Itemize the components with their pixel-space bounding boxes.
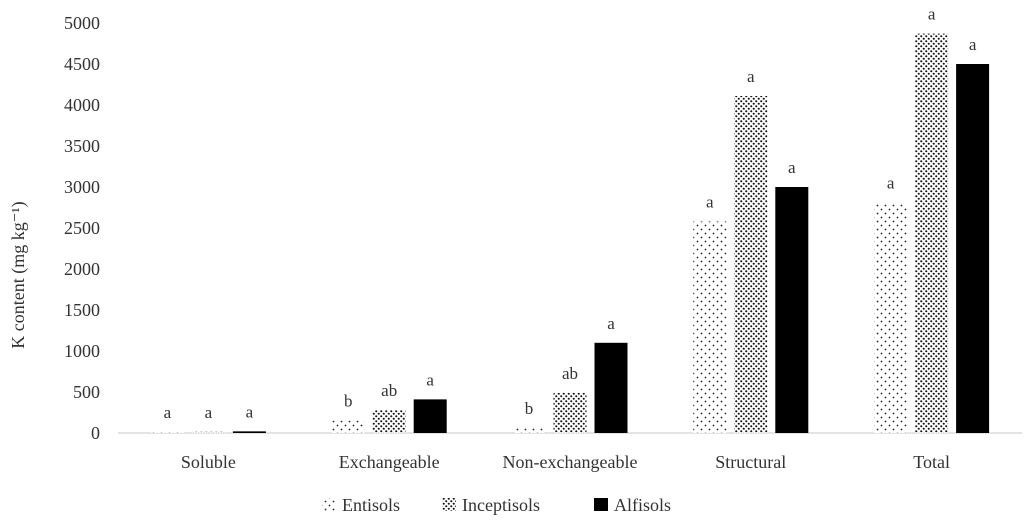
bar-alfisols-exchangeable (413, 399, 447, 433)
bar-inceptisols-soluble (191, 431, 225, 433)
x-category-label: Structural (715, 452, 786, 472)
y-tick-label: 3000 (64, 177, 100, 197)
significance-label: a (747, 67, 755, 86)
legend-swatch-inceptisols (442, 498, 456, 511)
x-category-label: Non-exchangeable (503, 452, 638, 472)
bar-inceptisols-exchangeable (372, 410, 406, 433)
y-axis: 0 500 1000 1500 2000 2500 3000 3500 4000 4500 5000 (64, 13, 100, 443)
significance-label: a (887, 174, 895, 193)
bar-alfisols-total (956, 64, 990, 433)
bar-entisols-exchangeable (331, 420, 365, 433)
legend-label-inceptisols: Inceptisols (462, 495, 540, 515)
bar-alfisols-non-exchangeable (594, 342, 628, 433)
significance-label: a (706, 192, 714, 211)
bar-alfisols-structural (775, 187, 809, 433)
significance-label: a (969, 35, 977, 54)
y-tick-label: 4500 (64, 54, 100, 74)
legend-label-alfisols: Alfisols (614, 495, 671, 515)
y-tick-label: 3500 (64, 136, 100, 156)
significance-label: a (205, 403, 213, 422)
significance-label: a (426, 370, 434, 389)
y-tick-label: 4000 (64, 95, 100, 115)
bar-inceptisols-structural (734, 95, 768, 433)
y-tick-label: 5000 (64, 13, 100, 33)
x-category-label: Total (913, 452, 950, 472)
bar-alfisols-soluble (232, 431, 266, 433)
legend-swatch-entisols (322, 498, 336, 511)
bar-inceptisols-non-exchangeable (553, 392, 587, 433)
significance-label: a (788, 158, 796, 177)
x-axis: Soluble Exchangeable Non-exchangeable Struc… (118, 432, 1022, 472)
y-tick-label: 500 (73, 382, 100, 402)
significance-label: a (246, 402, 254, 421)
x-category-label: Soluble (181, 452, 236, 472)
legend-label-entisols: Entisols (342, 495, 400, 515)
bars (150, 33, 990, 433)
significance-label: a (607, 314, 615, 333)
x-category-label: Exchangeable (339, 452, 440, 472)
y-tick-label: 1000 (64, 341, 100, 361)
y-axis-title: K content (mg kg⁻¹) (8, 201, 29, 348)
significance-label: a (928, 5, 936, 24)
bar-inceptisols-total (915, 33, 949, 433)
legend: Entisols Inceptisols Alfisols (322, 495, 671, 515)
y-tick-label: 2500 (64, 218, 100, 238)
bar-entisols-soluble (150, 432, 184, 433)
significance-label: ab (381, 381, 397, 400)
bar-entisols-non-exchangeable (512, 428, 546, 433)
significance-label: b (344, 392, 353, 411)
bar-entisols-total (874, 202, 908, 433)
significance-label: ab (562, 364, 578, 383)
y-tick-label: 0 (91, 423, 100, 443)
bar-entisols-structural (693, 221, 727, 433)
significance-label: b (525, 399, 534, 418)
legend-swatch-alfisols (594, 498, 608, 511)
y-tick-label: 1500 (64, 300, 100, 320)
y-tick-label: 2000 (64, 259, 100, 279)
significance-label: a (164, 403, 172, 422)
